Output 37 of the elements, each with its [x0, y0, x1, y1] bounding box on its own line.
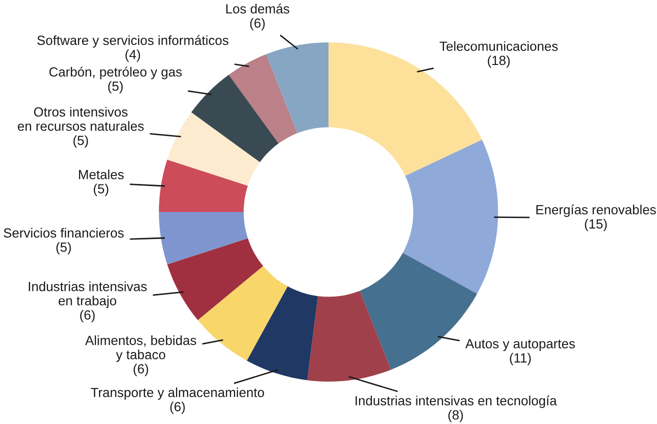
data-label: (6) — [80, 310, 95, 322]
slice-label: Industrias intensivas en tecnología — [356, 396, 557, 408]
data-label: (15) — [584, 218, 607, 232]
data-label: (6) — [250, 18, 265, 30]
data-label: (18) — [488, 55, 510, 68]
donut-slice — [228, 54, 298, 144]
slice-label: Transporte y almacenamiento — [90, 387, 264, 400]
slice-label: Telecomunicaciones — [440, 41, 558, 51]
slice-label: Industrias intensivas en trabajo — [28, 282, 147, 308]
donut-slice — [158, 160, 248, 212]
data-label: (5) — [94, 184, 108, 196]
slice-label: Software y servicios informáticos — [37, 35, 228, 48]
donut-slice — [191, 74, 279, 162]
donut-slice — [158, 212, 248, 264]
slice-label: Energías renovables — [536, 204, 656, 217]
donut-slice — [266, 42, 328, 134]
data-label: (5) — [56, 242, 71, 254]
slice-label: Los demás — [226, 4, 290, 14]
donut-slice — [198, 266, 288, 361]
data-label: (5) — [108, 81, 123, 94]
slice-label: Metales — [79, 170, 124, 180]
donut-slice — [402, 140, 498, 294]
donut-slice — [307, 290, 391, 382]
slice-label: Carbón, petróleo y gas — [49, 66, 182, 80]
slice-label: Autos y autopartes — [465, 339, 575, 351]
data-label: (11) — [510, 352, 531, 366]
data-label: (6) — [170, 402, 185, 414]
data-label: (8) — [448, 410, 463, 422]
slice-label: Otros intensivos en recursos naturales — [18, 106, 144, 131]
slice-label: Servicios financieros — [4, 228, 124, 238]
slice-label: Alimentos, bebidas y tabaco — [85, 335, 196, 362]
data-label: (6) — [134, 364, 148, 376]
data-label: (4) — [126, 50, 140, 62]
donut-slice — [167, 112, 260, 186]
donut-slice — [246, 286, 318, 380]
data-label: (5) — [73, 135, 88, 148]
donut-slice — [167, 238, 264, 320]
